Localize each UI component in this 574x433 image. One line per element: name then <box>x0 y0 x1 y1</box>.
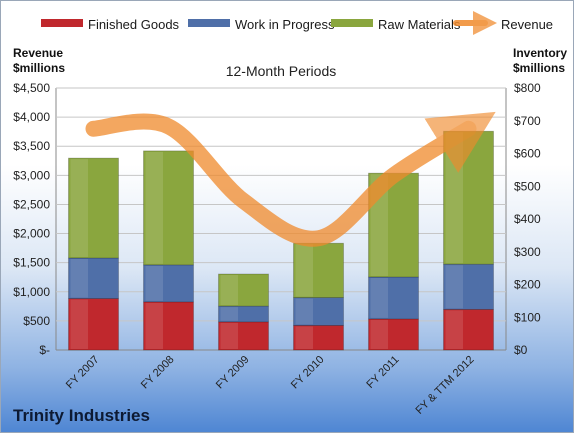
left-tick-label: $500 <box>23 314 50 328</box>
plot-area <box>55 88 507 351</box>
bar-highlight <box>220 322 238 349</box>
left-axis-title-line1: Revenue <box>13 46 63 60</box>
right-axis-title-line2: $millions <box>513 61 565 75</box>
bar-work-in-progress <box>443 263 494 310</box>
right-tick-label: $800 <box>514 81 541 95</box>
right-axis-ticks: $0 $100 $200 $300 $400 $500 $600 $700 $800 <box>514 81 541 357</box>
legend: Finished Goods Work in Progress Raw Mate… <box>41 11 553 35</box>
company-name: Trinity Industries <box>13 406 150 425</box>
right-tick-label: $100 <box>514 310 541 324</box>
category-label: FY & TTM 2012 <box>414 354 477 417</box>
bar-finished-goods <box>143 301 194 351</box>
right-tick-label: $200 <box>514 278 541 292</box>
chart-title: 12-Month Periods <box>226 63 337 79</box>
bar-highlight <box>295 244 313 297</box>
right-tick-label: $500 <box>514 179 541 193</box>
bar-highlight <box>445 132 463 264</box>
bar-raw-materials <box>143 150 194 266</box>
legend-label-raw-materials: Raw Materials <box>378 17 461 32</box>
bar-finished-goods <box>368 318 419 351</box>
left-tick-label: $- <box>39 343 50 357</box>
bar-work-in-progress <box>368 276 419 320</box>
legend-label-work-in-progress: Work in Progress <box>235 17 335 32</box>
bar-finished-goods <box>443 308 494 351</box>
left-tick-label: $1,500 <box>13 256 50 270</box>
category-label: FY 2011 <box>364 354 401 391</box>
bar-highlight <box>145 302 163 349</box>
right-axis-title-line1: Inventory <box>513 46 567 60</box>
category-label: FY 2010 <box>289 354 327 392</box>
revenue-line-layer <box>85 111 496 247</box>
bar-highlight <box>370 277 388 318</box>
bar-highlight <box>445 265 463 309</box>
bar-highlight <box>70 258 88 298</box>
bar-raw-materials <box>68 157 119 259</box>
left-tick-label: $3,500 <box>13 139 50 153</box>
right-tick-label: $0 <box>514 343 528 357</box>
bar-raw-materials <box>293 242 344 299</box>
category-label: FY 2007 <box>64 354 102 392</box>
left-axis-ticks: $- $500 $1,000 $1,500 $2,000 $2,500 $3,000 $3,5… <box>13 81 50 357</box>
bar-finished-goods <box>293 325 344 351</box>
right-tick-label: $600 <box>514 147 541 161</box>
bar-highlight <box>220 307 238 321</box>
bar-highlight <box>70 299 88 349</box>
bar-work-in-progress <box>68 257 119 299</box>
legend-swatch-raw-materials <box>331 19 373 27</box>
legend-swatch-work-in-progress <box>188 19 230 27</box>
bar-highlight <box>145 265 163 301</box>
right-tick-label: $300 <box>514 245 541 259</box>
legend-label-finished-goods: Finished Goods <box>88 17 180 32</box>
bar-highlight <box>145 151 163 264</box>
bar-highlight <box>370 319 388 349</box>
bar-highlight <box>295 298 313 325</box>
left-tick-label: $2,000 <box>13 227 50 241</box>
left-tick-label: $4,000 <box>13 110 50 124</box>
bar-work-in-progress <box>293 297 344 326</box>
category-label: FY 2009 <box>214 354 252 392</box>
bar-highlight <box>445 310 463 349</box>
bar-highlight <box>70 159 88 257</box>
bar-work-in-progress <box>143 264 194 303</box>
right-tick-label: $700 <box>514 114 541 128</box>
bars <box>68 130 494 351</box>
right-tick-label: $400 <box>514 212 541 226</box>
left-tick-label: $3,000 <box>13 168 50 182</box>
legend-label-revenue: Revenue <box>501 17 553 32</box>
category-label: FY 2008 <box>139 354 177 392</box>
left-tick-label: $1,000 <box>13 285 50 299</box>
bar-finished-goods <box>68 298 119 351</box>
left-axis-title-line2: $millions <box>13 61 65 75</box>
bar-raw-materials <box>218 273 269 307</box>
left-tick-label: $4,500 <box>13 81 50 95</box>
left-tick-label: $2,500 <box>13 197 50 211</box>
bar-highlight <box>295 326 313 349</box>
bar-highlight <box>220 275 238 306</box>
legend-swatch-finished-goods <box>41 19 83 27</box>
revenue-line <box>85 111 496 247</box>
bar-finished-goods <box>218 321 269 351</box>
